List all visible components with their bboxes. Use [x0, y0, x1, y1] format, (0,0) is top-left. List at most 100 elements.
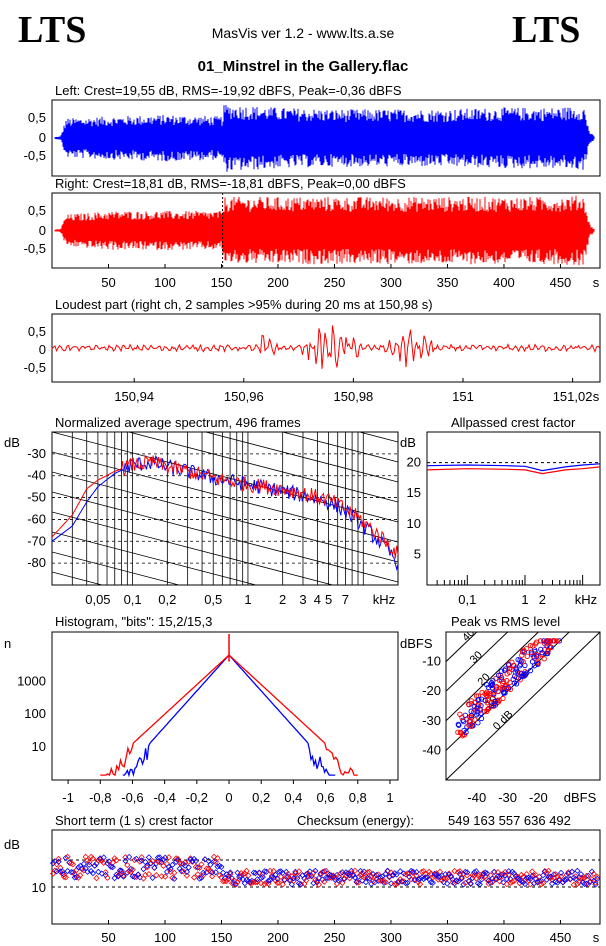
histogram-line-right — [100, 654, 358, 777]
short-term-point — [503, 875, 511, 883]
short-term-point — [557, 873, 565, 880]
time-tick-label: 50 — [101, 275, 115, 290]
short-term-point — [120, 872, 127, 879]
spectrum-xtick-label: 4 — [314, 592, 321, 607]
loudest-unit-label: s — [593, 389, 600, 404]
spectrum-ytick-label: -60 — [27, 511, 46, 526]
spectrum-diagonal — [52, 652, 398, 742]
short-term-point — [559, 879, 567, 886]
short-term-xticks: 50 100 150 200 250 300 350 400 450 s — [101, 920, 600, 945]
peak-rms-point — [530, 643, 536, 649]
short-term-point — [147, 860, 154, 867]
peak-rms-point — [554, 638, 560, 644]
peak-rms-point — [469, 723, 476, 729]
time-tick-label: 450 — [550, 275, 572, 290]
short-term-point — [104, 874, 111, 881]
short-term-point — [111, 855, 118, 862]
spectrum-xtick-label: 0,2 — [158, 592, 176, 607]
short-term-points — [49, 853, 601, 888]
short-term-point — [259, 873, 266, 881]
short-term-point — [272, 871, 279, 878]
peak-rms-point — [465, 701, 472, 707]
spectrum-grid — [51, 432, 399, 742]
peak-rms-point — [468, 708, 474, 714]
short-term-point — [165, 863, 172, 871]
peak-rms-point — [502, 666, 509, 672]
peak-rms-point — [455, 721, 461, 728]
short-term-point — [277, 868, 285, 875]
short-term-point — [395, 878, 402, 885]
spectrum-diagonal — [204, 432, 398, 483]
short-term-point — [350, 872, 357, 879]
spectrum-title: Normalized average spectrum, 496 frames — [55, 415, 301, 430]
short-term-point — [379, 873, 386, 880]
short-term-point — [162, 873, 169, 880]
peak-rms-point — [495, 688, 501, 695]
short-term-point — [594, 875, 601, 882]
short-term-point — [53, 868, 60, 875]
short-term-point — [266, 867, 274, 874]
short-term-point — [463, 869, 471, 876]
spectrum-diagonal — [52, 632, 398, 722]
time-tick-label: 350 — [437, 275, 459, 290]
short-term-point — [167, 865, 174, 873]
left-waveform-title: Left: Crest=19,55 dB, RMS=-19,92 dBFS, P… — [55, 83, 402, 98]
spectrum-diagonal — [52, 511, 335, 585]
short-term-point — [288, 873, 295, 880]
short-term-point — [118, 867, 125, 875]
short-term-point — [413, 868, 420, 876]
time-unit-label: s — [593, 275, 600, 290]
short-term-point — [590, 870, 597, 877]
short-term-point — [100, 854, 107, 861]
peak-rms-point — [475, 697, 481, 703]
peak-rms-frame — [445, 631, 601, 781]
peak-rms-point — [500, 695, 506, 702]
short-term-point — [185, 864, 192, 871]
peak-rms-point — [544, 638, 550, 644]
short-term-point — [143, 862, 151, 870]
short-term-point — [124, 862, 131, 869]
peak-rms-point — [478, 710, 484, 716]
short-term-point — [442, 875, 449, 882]
spectrum-ytick-label: -50 — [27, 490, 46, 505]
crest-factor-title: Allpassed crest factor — [451, 415, 576, 430]
short-term-point — [183, 868, 191, 876]
time-tick-label: 200 — [267, 275, 289, 290]
short-term-point — [429, 879, 436, 887]
peak-rms-point — [527, 642, 534, 649]
spectrum-ylabel: dB — [4, 435, 20, 450]
short-term-point — [174, 855, 182, 863]
peak-rms-point — [468, 715, 475, 721]
peak-rms-point — [529, 649, 535, 655]
histogram-ytick-label: 10 — [32, 739, 46, 754]
short-term-point — [53, 861, 60, 868]
peak-rms-point — [485, 706, 491, 712]
short-term-tick-label: 250 — [324, 930, 346, 945]
loudest-tick-label: 150,98 — [334, 389, 374, 404]
file-title: 01_Minstrel in the Gallery.flac — [197, 58, 409, 75]
peak-rms-point — [490, 692, 497, 698]
short-term-tick-label: 400 — [493, 930, 515, 945]
short-term-point — [279, 881, 286, 888]
short-term-point — [527, 875, 534, 882]
short-term-point — [189, 857, 196, 865]
histogram-ytick-label: 100 — [24, 706, 46, 721]
short-term-point — [171, 869, 178, 876]
short-term-tick-label: 100 — [154, 930, 176, 945]
peak-rms-point — [550, 638, 556, 644]
short-term-point — [209, 869, 216, 876]
loudest-ytick-zero: 0 — [39, 342, 46, 357]
short-term-point — [109, 864, 116, 871]
checksum-value: 549 163 557 636 492 — [448, 813, 571, 828]
spectrum-diagonal — [52, 551, 181, 585]
short-term-point — [416, 881, 424, 888]
short-term-point — [568, 868, 576, 875]
crest-factor-yticks: 20 15 10 5 — [407, 455, 600, 561]
logo-left: LTS — [18, 9, 87, 51]
peak-rms-diagonal-label: 30 — [468, 649, 485, 666]
loudest-ytick-neg: -0,5 — [24, 360, 46, 375]
short-term-point — [552, 871, 559, 878]
right-ytick-zero: 0 — [39, 223, 46, 238]
